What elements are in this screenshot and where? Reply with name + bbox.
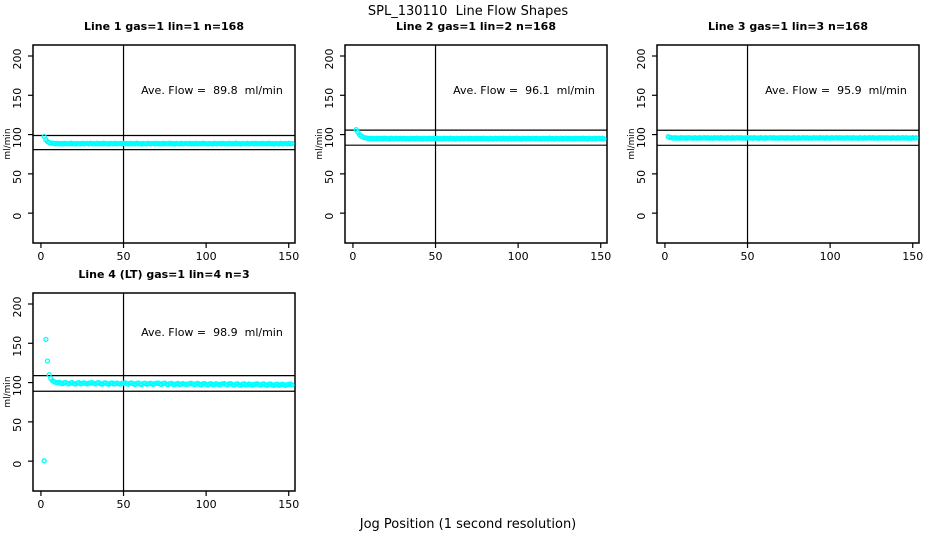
subplot-line-2-plot: 0 50 100 150 0 50 100 150 200 ml/min	[315, 44, 611, 263]
svg-text:200: 200	[11, 49, 24, 70]
data-points	[353, 126, 607, 142]
svg-text:0: 0	[661, 250, 668, 263]
subplot-line-3: Line 3 gas=1 lin=3 n=168 0 50 100 150 0 50 100…	[624, 20, 936, 266]
main-title: SPL_130110 Line Flow Shapes	[367, 4, 569, 19]
subplot-line-4-title: Line 4 (LT) gas=1 lin=4 n=3	[78, 268, 250, 281]
y-axis-title: ml/min	[315, 128, 325, 159]
ave-flow-annotation: Ave. Flow = 89.8 ml/min	[141, 84, 283, 97]
svg-text:0: 0	[11, 213, 24, 220]
svg-text:150: 150	[323, 88, 336, 109]
y-axis-title: ml/min	[3, 376, 13, 407]
svg-text:100: 100	[323, 127, 336, 148]
ave-flow-annotation: Ave. Flow = 95.9 ml/min	[765, 84, 907, 97]
axes: 0 50 100 150 0 50 100 150 200 ml/min	[3, 44, 299, 263]
subplot-line-4-plot: 0 50 100 150 0 50 100 150 200 ml/min	[3, 292, 299, 511]
subplot-line-2: Line 2 gas=1 lin=2 n=168 0 50 100 150 0 50 100…	[312, 20, 624, 266]
x-axis-label: Jog Position (1 second resolution)	[359, 517, 577, 532]
svg-text:150: 150	[278, 498, 299, 511]
svg-text:0: 0	[323, 213, 336, 220]
svg-text:100: 100	[635, 127, 648, 148]
svg-text:0: 0	[37, 250, 44, 263]
reference-lines	[33, 293, 295, 491]
svg-text:150: 150	[590, 250, 611, 263]
data-points	[41, 336, 295, 464]
axes: 0 50 100 150 0 50 100 150 200 ml/min	[3, 292, 299, 511]
svg-text:100: 100	[11, 127, 24, 148]
svg-text:100: 100	[196, 250, 217, 263]
y-axis-title: ml/min	[627, 128, 637, 159]
reference-lines	[345, 45, 607, 243]
svg-text:50: 50	[117, 498, 131, 511]
axes: 0 50 100 150 0 50 100 150 200 ml/min	[627, 44, 923, 263]
svg-text:100: 100	[196, 498, 217, 511]
svg-text:150: 150	[11, 88, 24, 109]
svg-text:50: 50	[11, 418, 24, 432]
svg-text:200: 200	[323, 49, 336, 70]
svg-text:200: 200	[635, 49, 648, 70]
data-points	[41, 133, 295, 147]
svg-text:150: 150	[635, 88, 648, 109]
svg-text:100: 100	[820, 250, 841, 263]
subplot-line-1-plot: 0 50 100 150 0 50 100 150 200 ml/min	[3, 44, 299, 263]
svg-text:0: 0	[11, 461, 24, 468]
subplot-line-3-title: Line 3 gas=1 lin=3 n=168	[707, 20, 868, 33]
svg-text:50: 50	[635, 170, 648, 184]
svg-text:150: 150	[11, 336, 24, 357]
svg-text:100: 100	[508, 250, 529, 263]
subplot-line-4: Line 4 (LT) gas=1 lin=4 n=3 0 50 100 150 0 50…	[0, 268, 312, 514]
subplot-line-2-title: Line 2 gas=1 lin=2 n=168	[395, 20, 556, 33]
subplot-line-1: Line 1 gas=1 lin=1 n=168 0 50 100 150 0 50 100…	[0, 20, 312, 266]
y-axis-title: ml/min	[3, 128, 13, 159]
svg-text:0: 0	[37, 498, 44, 511]
svg-text:0: 0	[635, 213, 648, 220]
svg-text:0: 0	[349, 250, 356, 263]
svg-text:50: 50	[323, 170, 336, 184]
svg-text:100: 100	[11, 375, 24, 396]
data-points	[665, 134, 919, 141]
axes: 0 50 100 150 0 50 100 150 200 ml/min	[315, 44, 611, 263]
subplot-line-1-title: Line 1 gas=1 lin=1 n=168	[83, 20, 244, 33]
svg-text:150: 150	[902, 250, 923, 263]
svg-text:50: 50	[11, 170, 24, 184]
svg-text:50: 50	[117, 250, 131, 263]
svg-text:150: 150	[278, 250, 299, 263]
svg-text:200: 200	[11, 297, 24, 318]
subplot-line-3-plot: 0 50 100 150 0 50 100 150 200 ml/min	[627, 44, 923, 263]
ave-flow-annotation: Ave. Flow = 98.9 ml/min	[141, 326, 283, 339]
ave-flow-annotation: Ave. Flow = 96.1 ml/min	[453, 84, 595, 97]
svg-text:50: 50	[429, 250, 443, 263]
reference-lines	[657, 45, 919, 243]
svg-text:50: 50	[741, 250, 755, 263]
